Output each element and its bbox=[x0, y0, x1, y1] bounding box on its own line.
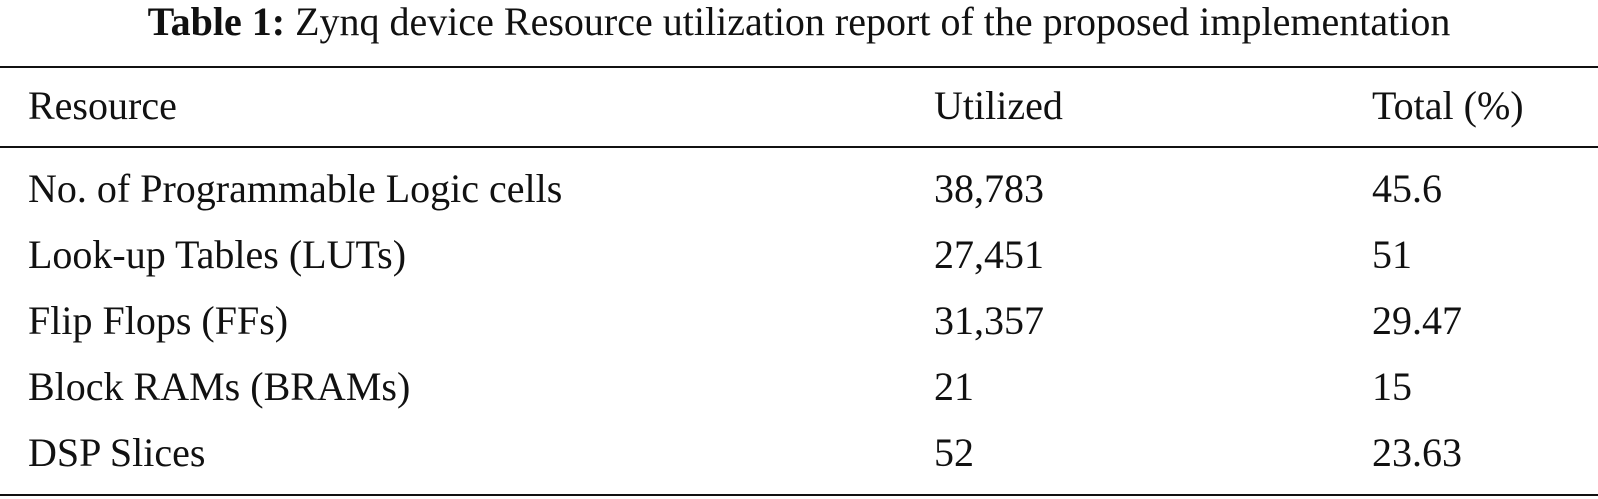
cell-total: 29.47 bbox=[1372, 298, 1462, 343]
cell-resource: No. of Programmable Logic cells bbox=[28, 166, 563, 211]
cell-utilized: 27,451 bbox=[934, 232, 1044, 277]
cell-resource: Look-up Tables (LUTs) bbox=[28, 232, 407, 277]
cell-resource: DSP Slices bbox=[28, 430, 206, 475]
cell-total: 51 bbox=[1372, 232, 1412, 277]
header-resource: Resource bbox=[28, 83, 177, 128]
cell-total: 23.63 bbox=[1372, 430, 1462, 475]
top-rule bbox=[0, 66, 1598, 68]
cell-utilized: 52 bbox=[934, 430, 974, 475]
caption-text: Zynq device Resource utilization report … bbox=[295, 0, 1451, 44]
header-rule bbox=[0, 146, 1598, 148]
table-header-row: Resource Utilized Total (%) bbox=[0, 84, 1598, 128]
cell-utilized: 21 bbox=[934, 364, 974, 409]
table-caption: Table 1: Zynq device Resource utilizatio… bbox=[0, 0, 1598, 44]
caption-label: Table 1: bbox=[147, 0, 286, 44]
table-row: Look-up Tables (LUTs) 27,451 51 bbox=[0, 233, 1598, 277]
table-row: DSP Slices 52 23.63 bbox=[0, 431, 1598, 475]
cell-total: 15 bbox=[1372, 364, 1412, 409]
header-total: Total (%) bbox=[1372, 83, 1524, 128]
cell-resource: Flip Flops (FFs) bbox=[28, 298, 289, 343]
cell-utilized: 31,357 bbox=[934, 298, 1044, 343]
table-row: No. of Programmable Logic cells 38,783 4… bbox=[0, 167, 1598, 211]
table-row: Block RAMs (BRAMs) 21 15 bbox=[0, 365, 1598, 409]
header-utilized: Utilized bbox=[934, 83, 1063, 128]
cell-resource: Block RAMs (BRAMs) bbox=[28, 364, 411, 409]
cell-utilized: 38,783 bbox=[934, 166, 1044, 211]
table-row: Flip Flops (FFs) 31,357 29.47 bbox=[0, 299, 1598, 343]
cell-total: 45.6 bbox=[1372, 166, 1442, 211]
bottom-rule bbox=[0, 494, 1598, 496]
